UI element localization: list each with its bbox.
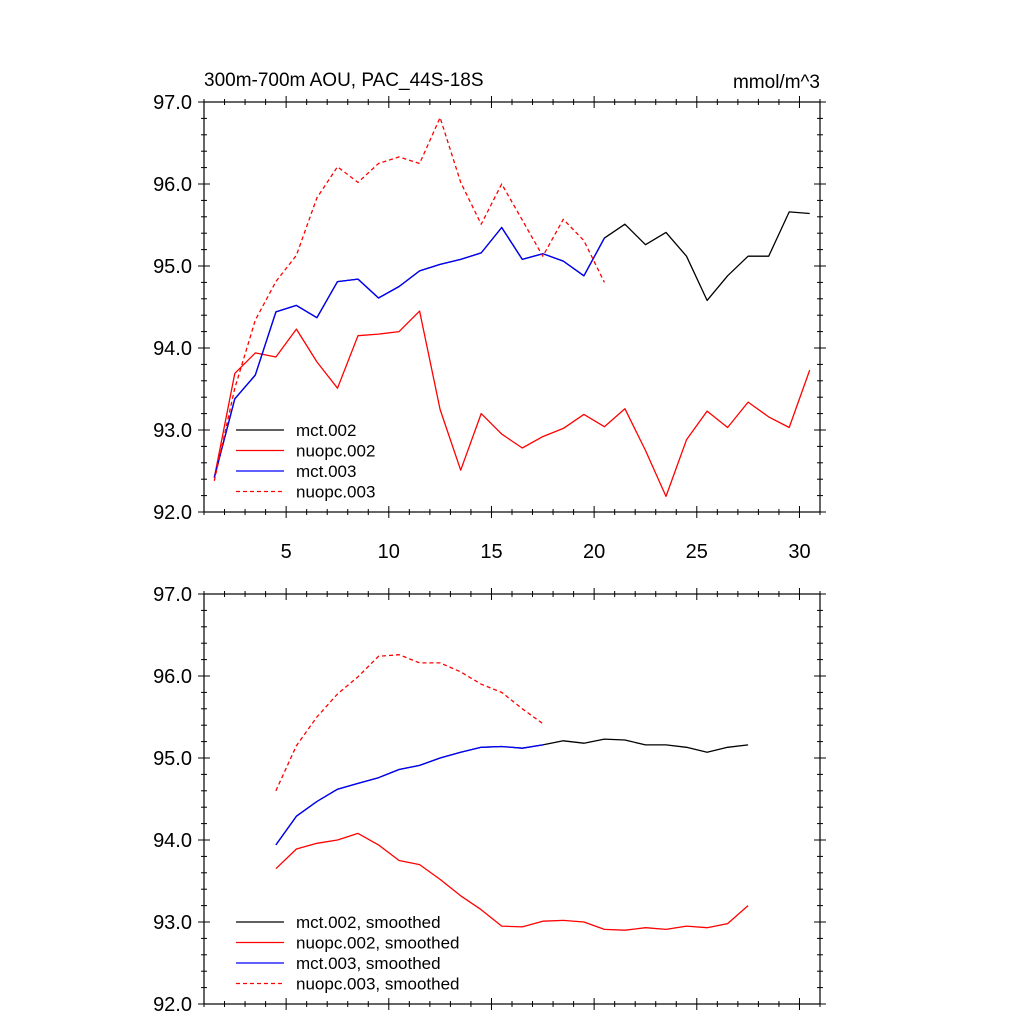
legend-label-mct-002: mct.002	[296, 421, 356, 440]
y-tick-label: 94.0	[153, 338, 192, 360]
y-tick-label: 94.0	[153, 830, 192, 852]
x-tick-label: 5	[281, 541, 292, 563]
series-line-mct-003-smoothed	[275, 744, 543, 846]
y-tick-label: 95.0	[153, 256, 192, 278]
chart-title: 300m-700m AOU, PAC_44S-18S	[204, 70, 484, 91]
x-tick-label: 25	[686, 541, 708, 563]
x-tick-label: 15	[480, 541, 502, 563]
legend-label-nuopc-003-smoothed: nuopc.003, smoothed	[296, 975, 460, 994]
legend-label-nuopc-002: nuopc.002	[296, 442, 375, 461]
legend-label-mct-003: mct.003	[296, 462, 356, 481]
y-tick-label: 95.0	[153, 748, 192, 770]
series-line-nuopc-002-smoothed	[275, 832, 749, 931]
bottom-panel: 92.0 93.0 94.0 95.0 96.0 97.0 mct.002, smoothe…	[153, 584, 826, 1016]
legend-label-nuopc-003: nuopc.003	[296, 483, 375, 502]
y-tick-label: 92.0	[153, 502, 192, 524]
series-line-mct-002-smoothed	[275, 738, 749, 846]
legend-label-mct-002-smoothed: mct.002, smoothed	[296, 913, 441, 932]
x-tick-label: 20	[583, 541, 605, 563]
y-tick-label: 93.0	[153, 912, 192, 934]
units-label: mmol/m^3	[733, 72, 820, 93]
series-group	[275, 654, 749, 931]
y-tick-label: 97.0	[153, 584, 192, 606]
x-tick-label: 30	[788, 541, 810, 563]
axis-ticks	[198, 588, 826, 1010]
y-tick-label: 96.0	[153, 666, 192, 688]
series-line-mct-003	[213, 226, 605, 478]
top-panel: 92.0 93.0 94.0 95.0 96.0 97.0 5 10 15 20 25 30 300m-…	[153, 70, 826, 563]
y-tick-label: 97.0	[153, 92, 192, 114]
y-tick-label: 93.0	[153, 420, 192, 442]
series-line-nuopc-002	[213, 310, 811, 498]
series-line-nuopc-003	[213, 116, 605, 481]
legend: mct.002, smoothed nuopc.002, smoothedmct.…	[236, 913, 460, 994]
axis-ticks	[198, 96, 826, 518]
y-tick-label: 92.0	[153, 994, 192, 1016]
x-tick-label: 10	[378, 541, 400, 563]
y-tick-label: 96.0	[153, 174, 192, 196]
series-line-nuopc-003-smoothed	[275, 654, 544, 792]
legend-label-nuopc-002-smoothed: nuopc.002, smoothed	[296, 934, 460, 953]
legend-label-mct-003-smoothed: mct.003, smoothed	[296, 954, 441, 973]
series-group	[213, 116, 811, 498]
